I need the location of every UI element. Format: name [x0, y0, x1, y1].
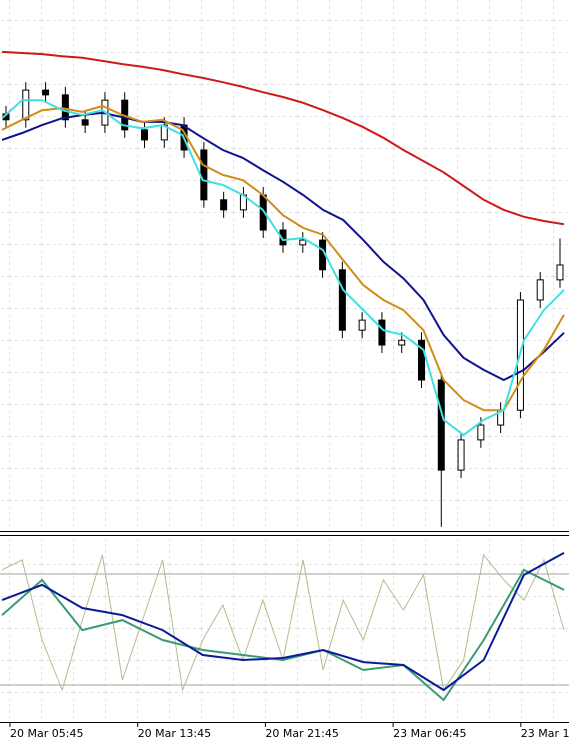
- candle-body: [81, 119, 89, 126]
- x-tick-label: 20 Mar 21:45: [265, 727, 338, 740]
- candle-body: [299, 239, 307, 246]
- candle-body: [200, 149, 208, 201]
- indicator-line: [1, 104, 565, 412]
- candle-body: [22, 89, 30, 121]
- grid: [0, 537, 569, 722]
- candle-body: [398, 339, 406, 346]
- indicator-line: [1, 50, 565, 226]
- indicator-line: [1, 568, 565, 702]
- x-tick-label: 20 Mar 05:45: [10, 727, 83, 740]
- candle-body: [556, 264, 564, 281]
- candle-body: [338, 269, 346, 331]
- candle-body: [437, 379, 445, 471]
- candle-body: [141, 129, 148, 141]
- candle-body: [536, 279, 544, 301]
- grid: [0, 0, 569, 530]
- candle-body: [418, 339, 425, 381]
- candle-body: [457, 439, 465, 471]
- candle-body: [220, 199, 228, 211]
- indicator-line: [1, 552, 565, 692]
- x-tick-label: 23 Mar 06:45: [393, 727, 466, 740]
- candle-body: [358, 319, 366, 331]
- indicator-line: [1, 99, 565, 437]
- candle-body: [378, 319, 386, 346]
- x-tick-label: 23 Mar 1: [521, 727, 569, 740]
- candle-body: [279, 229, 287, 246]
- candle-body: [477, 424, 485, 441]
- indicator-line: [1, 111, 565, 382]
- candle-body: [42, 89, 50, 96]
- x-tick-label: 20 Mar 13:45: [138, 727, 211, 740]
